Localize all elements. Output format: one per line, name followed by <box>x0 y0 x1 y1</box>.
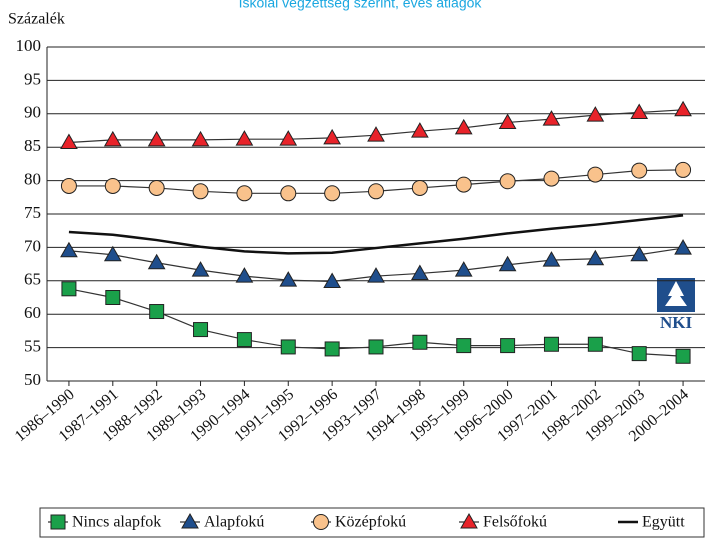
data-point <box>411 179 428 196</box>
data-point <box>542 251 561 267</box>
data-point <box>586 106 605 122</box>
data-point <box>324 185 341 202</box>
y-tick-label: 80 <box>24 170 41 189</box>
data-point <box>454 118 473 135</box>
legend-box <box>39 507 705 538</box>
legend-marker <box>50 514 66 530</box>
data-point <box>235 130 254 146</box>
data-point <box>498 255 517 272</box>
data-point <box>191 261 210 277</box>
y-tick-label: 50 <box>24 370 41 389</box>
data-point <box>367 267 385 283</box>
data-point <box>280 339 296 355</box>
data-point <box>147 130 166 147</box>
data-point <box>630 245 649 262</box>
data-point <box>60 177 77 194</box>
data-point <box>411 264 429 280</box>
data-point <box>148 179 165 196</box>
data-point <box>279 130 298 146</box>
data-point <box>543 170 560 187</box>
y-tick-label: 55 <box>24 337 41 356</box>
data-point <box>675 348 691 364</box>
legend-label: Együtt <box>642 514 685 531</box>
data-point <box>412 334 428 350</box>
y-tick-label: 60 <box>24 303 41 322</box>
data-point <box>105 290 121 305</box>
data-point <box>147 253 166 270</box>
legend-marker <box>181 512 199 529</box>
chart-title: Iskolai végzettség szerint, éves átlagok <box>239 0 483 11</box>
data-point <box>368 183 384 200</box>
y-tick-label: 95 <box>24 69 41 88</box>
data-point <box>235 267 254 283</box>
legend-marker <box>313 514 329 530</box>
data-point <box>192 183 209 200</box>
data-point <box>456 338 472 354</box>
data-point <box>236 332 252 348</box>
data-point <box>631 162 648 179</box>
y-axis-label: Százalék <box>8 11 65 28</box>
legend-label: Felsőfokú <box>483 514 547 531</box>
y-tick-label: 65 <box>24 270 41 289</box>
data-point <box>675 161 692 178</box>
legend-label: Alapfokú <box>204 514 264 531</box>
data-point <box>500 338 516 354</box>
data-point <box>104 177 121 194</box>
data-point <box>61 281 77 297</box>
data-point <box>454 261 473 277</box>
data-point <box>103 245 122 262</box>
data-point <box>323 272 341 288</box>
data-point <box>499 173 516 190</box>
data-point <box>149 304 165 320</box>
data-point <box>498 113 517 129</box>
data-point <box>103 130 122 147</box>
data-point <box>368 339 384 355</box>
logo-tree <box>665 281 687 306</box>
data-point <box>60 133 78 150</box>
y-tick-label: 75 <box>24 203 41 222</box>
legend-label: Nincs alapfok <box>72 514 161 531</box>
series-line <box>68 214 684 255</box>
data-point <box>542 110 561 126</box>
data-point <box>193 322 209 338</box>
data-point <box>455 176 472 193</box>
logo-text: NKI <box>660 313 693 332</box>
data-point <box>586 249 605 266</box>
data-point <box>631 346 647 362</box>
data-point <box>630 103 649 119</box>
data-point <box>367 126 385 142</box>
data-point <box>587 336 603 352</box>
data-point <box>236 185 253 202</box>
data-point <box>411 122 429 138</box>
logo: NKI <box>657 278 695 332</box>
data-point <box>279 271 298 287</box>
data-point <box>674 100 692 117</box>
data-point <box>191 130 210 147</box>
data-point <box>543 336 559 352</box>
data-point <box>587 166 604 183</box>
legend-marker <box>460 512 478 529</box>
y-tick-label: 85 <box>24 136 41 155</box>
y-tick-label: 100 <box>16 36 42 55</box>
legend-label: Középfokú <box>335 514 406 531</box>
data-point <box>60 241 78 258</box>
data-point <box>674 239 692 255</box>
y-tick-label: 90 <box>24 103 41 122</box>
y-tick-label: 70 <box>24 236 41 255</box>
data-point <box>323 128 341 145</box>
data-point <box>324 341 340 357</box>
data-point <box>280 185 297 202</box>
